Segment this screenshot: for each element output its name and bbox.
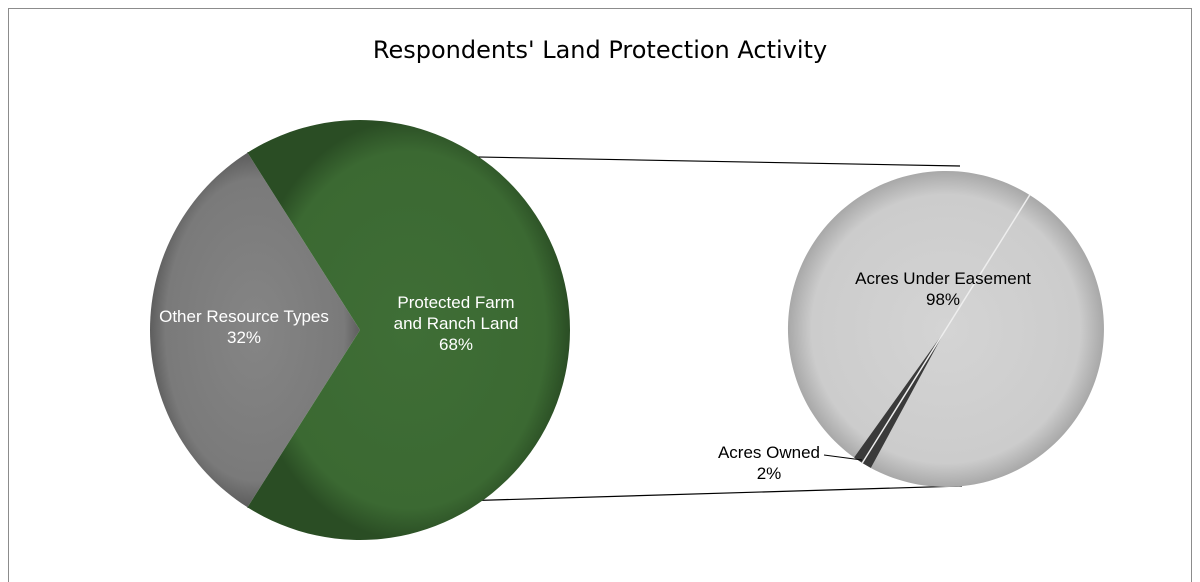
- breakout-pie-split-edge: [861, 194, 1031, 464]
- label-acres-owned: Acres Owned 2%: [718, 443, 820, 483]
- leader-line-acres-owned: [823, 454, 863, 461]
- main-pie: [150, 120, 571, 541]
- chart-title: Respondents' Land Protection Activity: [372, 36, 828, 64]
- pie-slice-acres-owned: [854, 329, 946, 468]
- breakout-pie: [787, 170, 1104, 487]
- pie-slice-other-resource-types: [150, 152, 360, 508]
- pie-slice-protected-farm-and-ranch-land: [247, 120, 571, 541]
- label-protected-farm-and-ranch-land: Protected Farm and Ranch Land 68%: [394, 293, 519, 354]
- slice-labels: Other Resource Types 32% Protected Farm and…: [159, 269, 1031, 483]
- label-other-resource-types: Other Resource Types 32%: [159, 307, 329, 347]
- label-acres-under-easement: Acres Under Easement 98%: [855, 269, 1031, 309]
